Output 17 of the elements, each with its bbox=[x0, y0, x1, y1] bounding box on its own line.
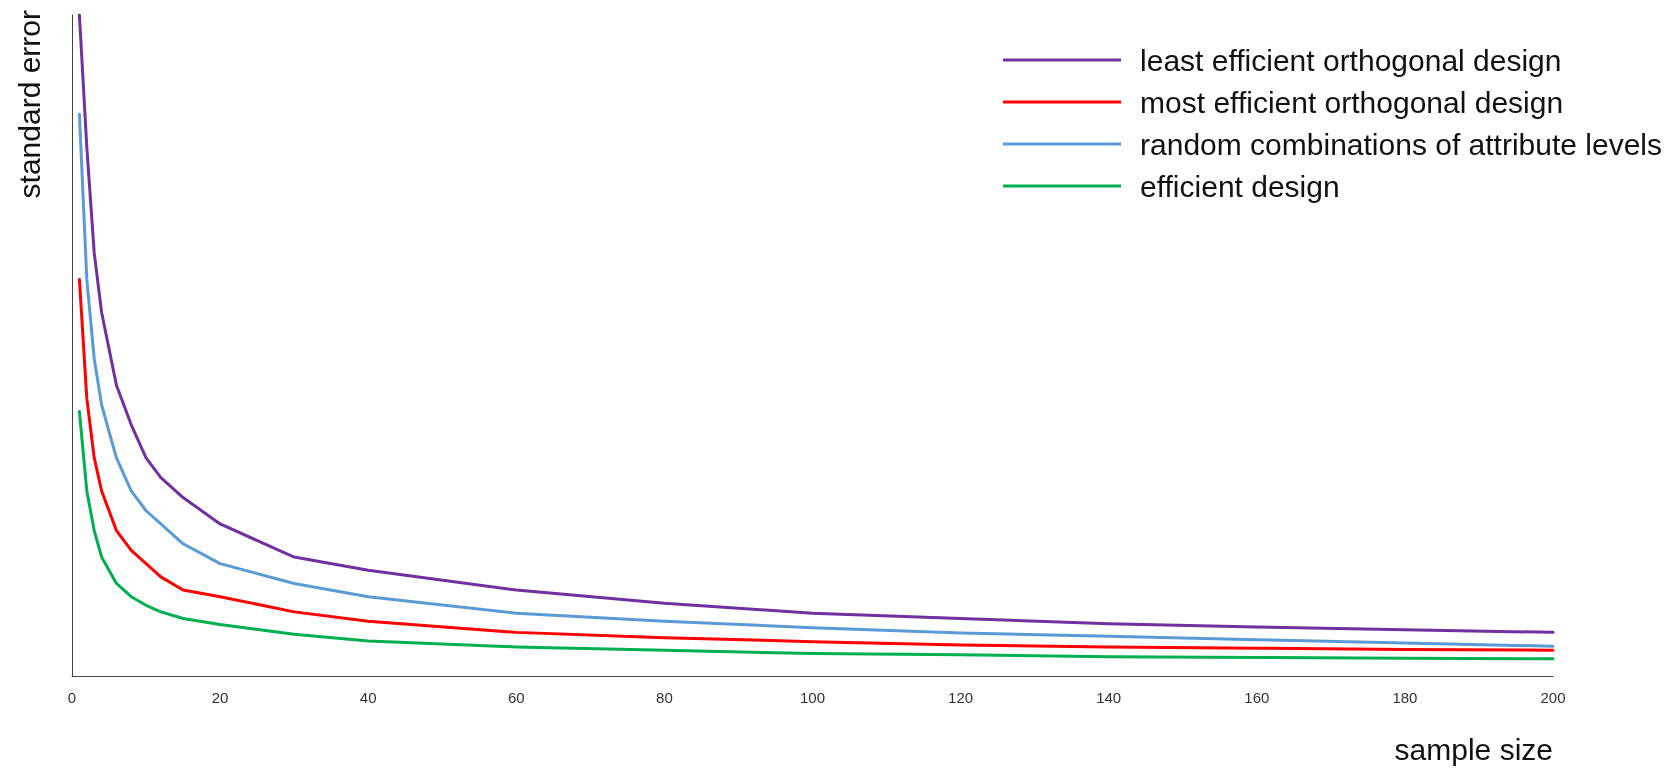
x-tick-label: 180 bbox=[1392, 689, 1418, 706]
legend-label: least efficient orthogonal design bbox=[1140, 43, 1562, 77]
y-axis-title: standard error bbox=[12, 9, 46, 199]
x-tick-label: 160 bbox=[1244, 689, 1270, 706]
x-tick-label: 60 bbox=[507, 689, 525, 706]
legend-label: random combinations of attribute levels bbox=[1140, 127, 1663, 161]
x-tick-label: 20 bbox=[211, 689, 229, 706]
x-tick-label: 80 bbox=[656, 689, 673, 706]
x-axis-title: sample size bbox=[1394, 732, 1553, 766]
legend-label: efficient design bbox=[1140, 169, 1340, 203]
x-tick-label: 40 bbox=[359, 689, 377, 706]
x-tick-label: 120 bbox=[948, 689, 974, 706]
x-tick-label: 100 bbox=[799, 689, 826, 706]
x-tick-label: 200 bbox=[1540, 689, 1566, 706]
legend-label: most efficient orthogonal design bbox=[1140, 85, 1564, 119]
x-tick-label: 0 bbox=[67, 689, 77, 706]
x-tick-label: 140 bbox=[1096, 689, 1122, 706]
